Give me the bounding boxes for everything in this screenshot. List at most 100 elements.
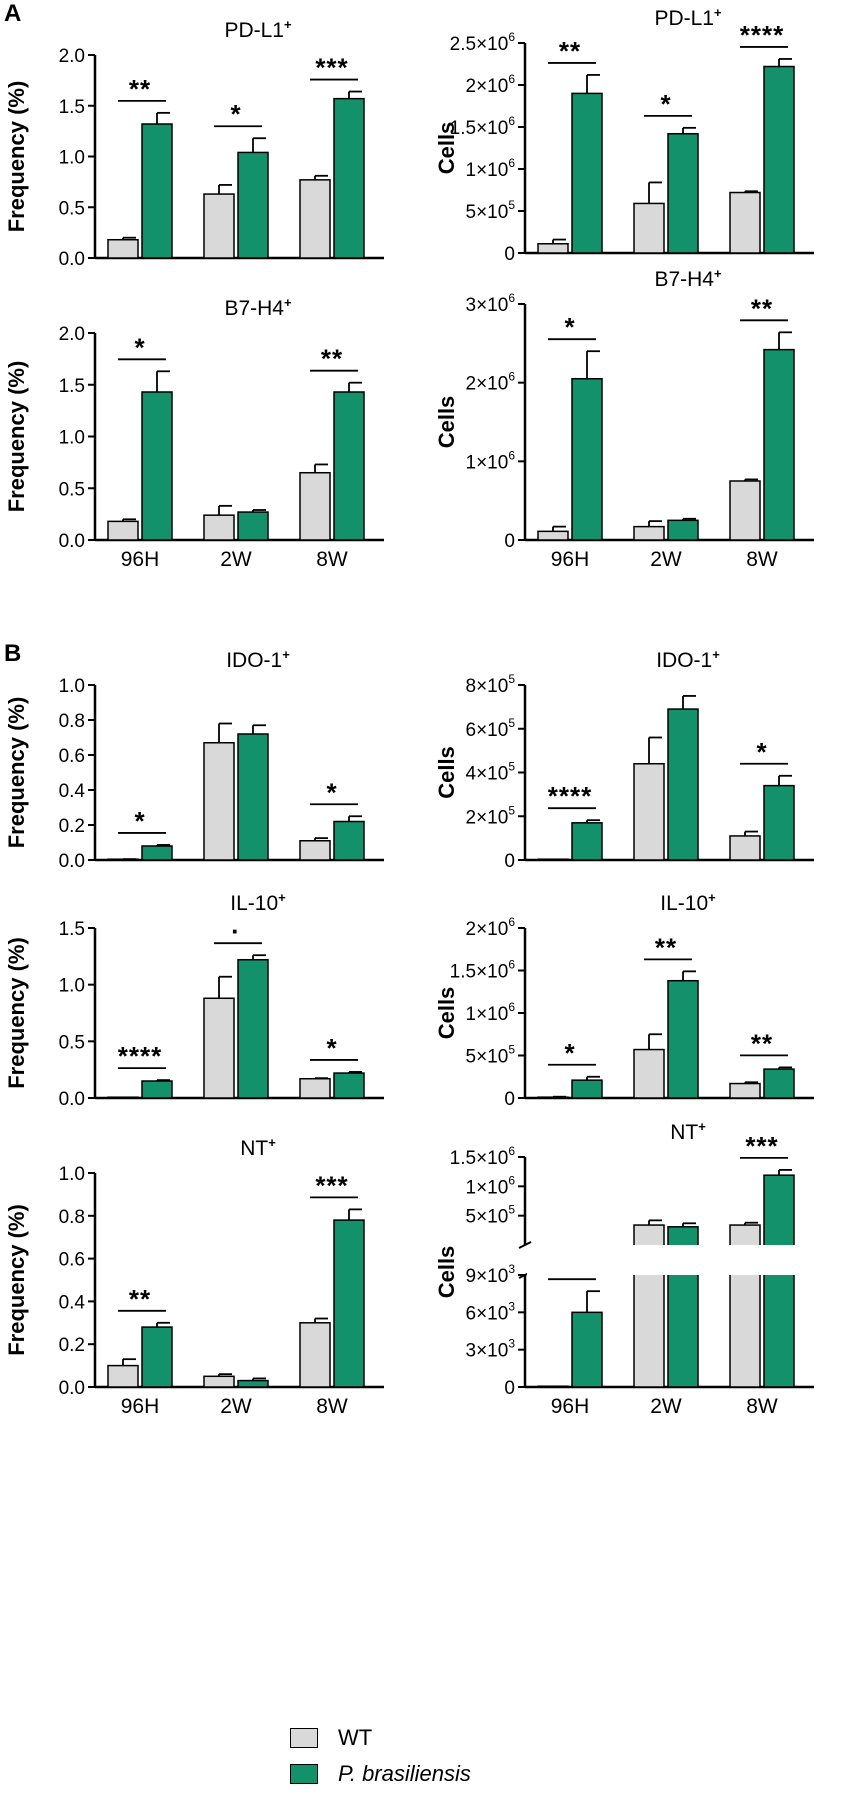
chart-title-text: IDO-1 [226,649,282,672]
significance-label: **** [118,1041,162,1071]
chart-title-text: PD-L1 [654,7,714,30]
y-tick-label: 0.0 [59,851,85,872]
bar-wt-96h [537,243,569,254]
y-tick-label-exp: 3 [508,1299,515,1313]
significance-label: *** [745,1131,778,1161]
chart-title-sup: + [284,295,292,310]
chart-title-text: PD-L1 [224,19,284,42]
y-tick-label: 8×105 [466,672,516,697]
bar-pb-96h [141,1326,173,1388]
significance-label: * [134,806,145,836]
y-tick-label-base: 0 [504,851,515,872]
significance-label: ** [751,293,773,323]
bar-wt-96h [107,520,139,541]
y-tick-label-base: 3×10 [466,295,509,316]
chart-title-text: IDO-1 [656,649,712,672]
significance-label: **** [548,781,592,811]
y-tick-label: 1.0 [59,676,85,697]
y-tick-label: 0 [504,531,515,552]
bar-wt-8w [299,471,331,541]
chart-title-sup: + [698,1119,706,1134]
y-tick-label-exp: 6 [508,114,515,128]
significance-label: * [326,777,337,807]
significance-label: * [756,737,767,767]
y-tick-label-exp: 5 [508,198,515,212]
bar-wt-2w [633,202,665,254]
y-axis-label: Frequency (%) [4,361,29,513]
chart-b7h4-frequency: B7-H4+ Frequency (%) 0.0 0.5 1.0 1.5 2.0 * 96H 2W… [4,295,384,571]
y-tick-label: 2×106 [466,370,516,395]
chart-pdl1-cells: PD-L1+Cells05×1051×1061.5×1062×1062.5×10… [434,5,814,265]
y-tick-label: 5×105 [466,1043,516,1068]
y-tick-label-exp: 6 [508,958,515,972]
legend-item-pb: P. brasiliensis [290,1756,550,1792]
chart-nt-cells: NT+Cells03×1036×1039×1035×1051×1061.5×10… [434,1119,816,1418]
chart-title: PD-L1+ [224,17,292,42]
y-tick-label-exp: 6 [508,156,515,170]
y-tick-label-base: 6×10 [466,1303,509,1324]
significance-label: * [564,312,575,342]
y-tick-label-exp: 6 [508,370,515,384]
chart-title: PD-L1+ [654,5,722,30]
chart-title: NT+ [240,1135,276,1160]
chart-title-text: NT [670,1121,698,1144]
significance-label: ** [321,344,343,374]
y-tick-label: 0.0 [59,249,85,270]
panel-label-b: B [4,640,22,667]
y-tick-label: 0.6 [59,1250,85,1271]
y-tick-label-base: 1×10 [466,1004,509,1025]
y-tick-label: 3×106 [466,291,516,316]
y-tick-label-base: 4×10 [466,764,509,785]
x-tick-label: 8W [746,548,778,571]
bar-pb-96h [141,1080,173,1099]
y-tick-label-base: 5×10 [466,202,509,223]
legend: WT P. brasiliensis [290,1720,550,1800]
bar-pb-96h [141,845,173,861]
bar-pb-96h [141,123,173,259]
y-tick-label-base: 0 [504,531,515,552]
bar-wt-96h [537,1385,569,1388]
y-tick-label: 1.5 [59,97,85,118]
y-tick-label-base: 5×10 [466,1207,509,1228]
y-tick-label-exp: 3 [508,1337,515,1351]
y-tick-label: 9×103 [466,1262,516,1287]
chart-title: NT+ [670,1119,706,1144]
x-tick-label: 2W [650,548,682,571]
chart-title: B7-H4+ [654,266,722,291]
significance-label: * [564,1038,575,1068]
bar-wt-2w [633,525,665,541]
legend-swatch-wt [290,1728,318,1748]
y-tick-label: 1×106 [466,156,516,181]
chart-title-text: IL-10 [660,892,708,915]
bar-pb-2w [667,519,699,541]
x-tick-label: 96H [121,1395,160,1418]
bar-pb-96h [141,391,173,541]
y-tick-label-exp: 5 [508,672,515,686]
bar-wt-2w [203,1375,235,1388]
bar-wt-8w [729,835,761,861]
y-tick-label-base: 2×10 [466,374,509,395]
y-tick-label: 0.5 [59,198,85,219]
significance-label: ** [559,36,581,66]
bar-pb-2w [667,979,699,1099]
bar-wt-96h [107,1364,139,1388]
bar-wt-8w [729,480,761,541]
bar-pb-8w [763,784,795,861]
significance-label: * [326,1033,337,1063]
y-tick-label: 1×106 [466,1173,516,1198]
x-tick-label: 8W [316,548,348,571]
bar-pb-2w [237,151,269,259]
y-tick-label-base: 1.5×10 [450,1148,509,1169]
y-axis-label: Frequency (%) [4,697,29,849]
y-tick-label: 2.5×106 [450,30,516,55]
significance-label: * [660,89,671,119]
axis-break-mark [518,1241,532,1249]
bar-wt-2w [203,193,235,259]
y-tick-label: 1.5×106 [450,1144,516,1169]
bar-pb-2w [667,708,699,861]
significance-label: *** [315,1170,348,1200]
bar-pb-2w [237,733,269,861]
y-tick-label: 2.0 [59,324,85,345]
y-tick-label: 1.0 [59,1164,85,1185]
